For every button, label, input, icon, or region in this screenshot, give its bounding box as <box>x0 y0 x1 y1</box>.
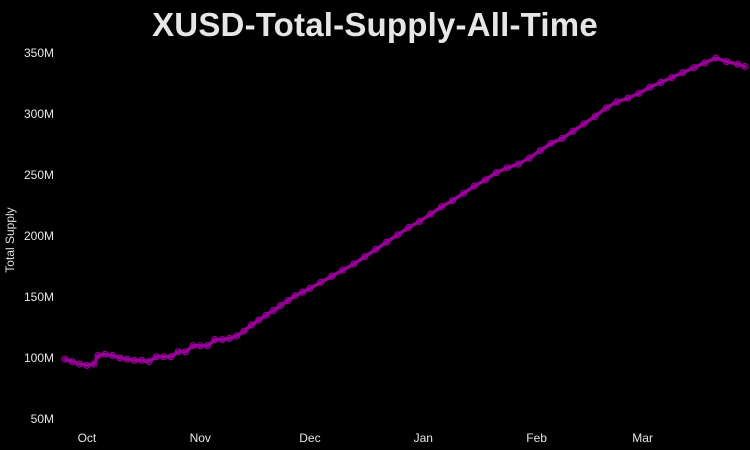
data-point <box>613 98 621 106</box>
data-point <box>470 182 479 190</box>
data-point <box>394 231 402 239</box>
data-point <box>189 342 197 350</box>
data-point <box>123 355 131 363</box>
data-point <box>196 342 204 350</box>
data-point <box>361 253 369 261</box>
data-point <box>405 223 413 232</box>
data-point <box>668 73 676 82</box>
data-point <box>247 321 256 329</box>
data-point <box>701 59 709 67</box>
data-point <box>152 353 160 361</box>
y-tick-label: 100M <box>24 351 54 365</box>
data-point <box>68 358 76 366</box>
data-point <box>306 284 314 292</box>
data-point <box>167 353 175 361</box>
data-point <box>233 332 241 340</box>
data-point <box>101 350 109 358</box>
series-line <box>63 56 747 368</box>
y-tick-label: 250M <box>24 168 54 182</box>
y-tick-label: 300M <box>24 107 54 121</box>
data-point <box>61 355 69 363</box>
data-point <box>211 336 219 344</box>
data-point <box>525 154 533 162</box>
data-point <box>90 360 98 368</box>
x-tick-label: Nov <box>190 431 211 445</box>
data-point <box>255 316 263 324</box>
data-point <box>741 62 749 71</box>
x-tick-label: Feb <box>526 431 547 445</box>
y-tick-label: 150M <box>24 290 54 304</box>
data-point <box>383 238 391 246</box>
data-point <box>225 334 234 342</box>
series-layer <box>61 54 749 369</box>
chart-title: XUSD-Total-Supply-All-Time <box>152 6 598 43</box>
data-point <box>182 348 190 356</box>
y-axis-ticks: 50M 100M 150M 200M 250M 300M 350M <box>24 46 54 426</box>
x-tick-label: Oct <box>78 431 97 445</box>
data-point <box>174 348 182 356</box>
data-point <box>580 120 588 128</box>
data-point <box>94 351 102 360</box>
data-point <box>291 292 299 300</box>
data-point <box>503 164 511 172</box>
data-point <box>547 139 555 147</box>
data-point <box>83 361 91 369</box>
data-point <box>591 112 599 121</box>
data-point <box>416 217 424 225</box>
data-point <box>284 297 292 305</box>
data-point <box>130 356 139 364</box>
data-point <box>657 78 665 87</box>
data-point <box>277 301 285 310</box>
data-point <box>108 351 117 360</box>
data-point <box>723 57 731 66</box>
data-point <box>481 176 489 184</box>
data-point <box>204 342 212 350</box>
data-point <box>427 210 435 218</box>
x-tick-label: Dec <box>299 431 320 445</box>
data-point <box>569 127 577 135</box>
data-point <box>514 160 522 168</box>
y-tick-label: 350M <box>24 46 54 60</box>
data-point <box>734 60 742 68</box>
data-point <box>328 272 336 280</box>
data-point <box>145 358 153 366</box>
data-point <box>262 311 270 319</box>
data-point <box>240 327 248 335</box>
data-point <box>438 203 446 211</box>
data-point <box>218 336 226 344</box>
data-point <box>75 360 84 368</box>
data-point <box>459 189 468 197</box>
data-point <box>350 260 358 268</box>
x-tick-label: Mar <box>632 431 653 445</box>
data-point <box>624 94 632 102</box>
data-point <box>712 54 720 62</box>
x-axis-ticks: Oct Nov Dec Jan Feb Mar <box>78 431 653 445</box>
data-point <box>602 104 610 112</box>
data-point <box>492 169 500 177</box>
data-point <box>372 245 380 253</box>
data-point <box>317 278 325 286</box>
data-point <box>690 64 698 72</box>
y-tick-label: 50M <box>31 412 54 426</box>
data-point <box>138 356 146 364</box>
data-point <box>160 353 168 361</box>
data-point <box>536 147 544 155</box>
x-tick-label: Jan <box>414 431 433 445</box>
data-point <box>679 68 687 77</box>
data-point <box>558 134 566 143</box>
data-point <box>299 288 307 296</box>
data-point <box>269 306 277 314</box>
data-point <box>116 354 124 362</box>
data-point <box>339 266 347 274</box>
data-point <box>635 89 643 97</box>
y-tick-label: 200M <box>24 229 54 243</box>
data-point <box>448 197 457 205</box>
data-point <box>646 83 654 91</box>
